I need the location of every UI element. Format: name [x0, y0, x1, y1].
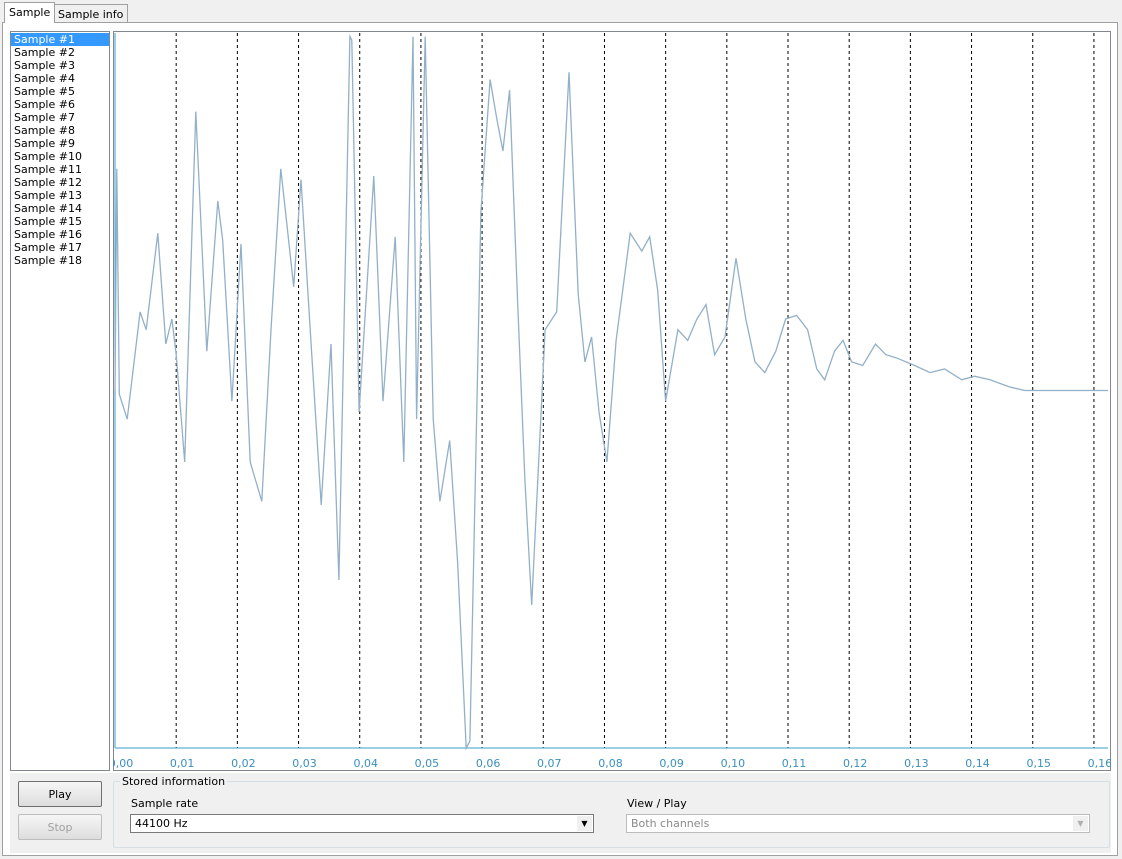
dropdown-arrow: ▼ — [1073, 816, 1088, 831]
x-tick-label: 0,04 — [353, 757, 378, 770]
x-tick-label: 0,02 — [231, 757, 256, 770]
view-play-select: Both channels ▼ — [626, 814, 1090, 833]
sample-list[interactable]: Sample #1 Sample #2 Sample #3 Sample #4 Samp… — [10, 31, 110, 771]
x-tick-label: 0,07 — [537, 757, 562, 770]
waveform-chart: 0,00 0,01 0,02 0,03 0,04 0,05 0,06 0,07 0,08 0,09… — [113, 31, 1111, 771]
x-tick-label: 0,03 — [292, 757, 317, 770]
sample-item[interactable]: Sample #15 — [14, 215, 82, 228]
sample-rate-select[interactable]: 44100 Hz ▼ — [130, 814, 594, 833]
sample-item[interactable]: Sample #10 — [14, 150, 82, 163]
x-tick-label: 0,08 — [598, 757, 623, 770]
play-button[interactable]: Play — [18, 781, 102, 807]
sample-item[interactable]: Sample #11 — [14, 163, 82, 176]
dropdown-arrow: ▼ — [577, 816, 592, 831]
select-value: Both channels — [631, 817, 710, 830]
select-value: 44100 Hz — [135, 817, 188, 830]
sample-item[interactable]: Sample #3 — [14, 59, 75, 72]
sample-item[interactable]: Sample #4 — [14, 72, 75, 85]
x-tick-label: 0,01 — [170, 757, 195, 770]
x-tick-label: 0,15 — [1026, 757, 1051, 770]
group-title: Stored information — [120, 775, 228, 788]
sample-item[interactable]: Sample #12 — [14, 176, 82, 189]
waveform — [114, 34, 1108, 751]
sample-item[interactable]: Sample #1 — [11, 33, 109, 46]
x-tick-label: 0,06 — [476, 757, 501, 770]
x-tick-label: 0,14 — [965, 757, 990, 770]
sample-item[interactable]: Sample #8 — [14, 124, 75, 137]
sample-item[interactable]: Sample #14 — [14, 202, 82, 215]
sample-item[interactable]: Sample #2 — [14, 46, 75, 59]
sample-item[interactable]: Sample #6 — [14, 98, 75, 111]
sample-item[interactable]: Sample #17 — [14, 241, 82, 254]
group-box — [113, 781, 1110, 848]
x-tick-label: 0,00 — [113, 757, 133, 770]
sample-item[interactable]: Sample #9 — [14, 137, 75, 150]
sample-item[interactable]: Sample #18 — [14, 254, 82, 267]
x-tick-label: 0,13 — [904, 757, 929, 770]
sample-item[interactable]: Sample #5 — [14, 85, 75, 98]
x-tick-label: 0,10 — [721, 757, 746, 770]
sample-item[interactable]: Sample #7 — [14, 111, 75, 124]
x-tick-label: 0,09 — [659, 757, 684, 770]
sample-item[interactable]: Sample #13 — [14, 189, 82, 202]
x-tick-label: 0,11 — [782, 757, 807, 770]
sample-item[interactable]: Sample #16 — [14, 228, 82, 241]
tab[interactable]: Sample — [4, 2, 56, 23]
x-tick-label: 0,16 — [1088, 757, 1111, 770]
x-tick-label: 0,05 — [415, 757, 440, 770]
tab[interactable]: Sample info — [53, 4, 129, 23]
stop-button: Stop — [18, 814, 102, 840]
label: View / Play — [627, 797, 687, 810]
x-tick-label: 0,12 — [843, 757, 868, 770]
label: Sample rate — [131, 797, 199, 810]
